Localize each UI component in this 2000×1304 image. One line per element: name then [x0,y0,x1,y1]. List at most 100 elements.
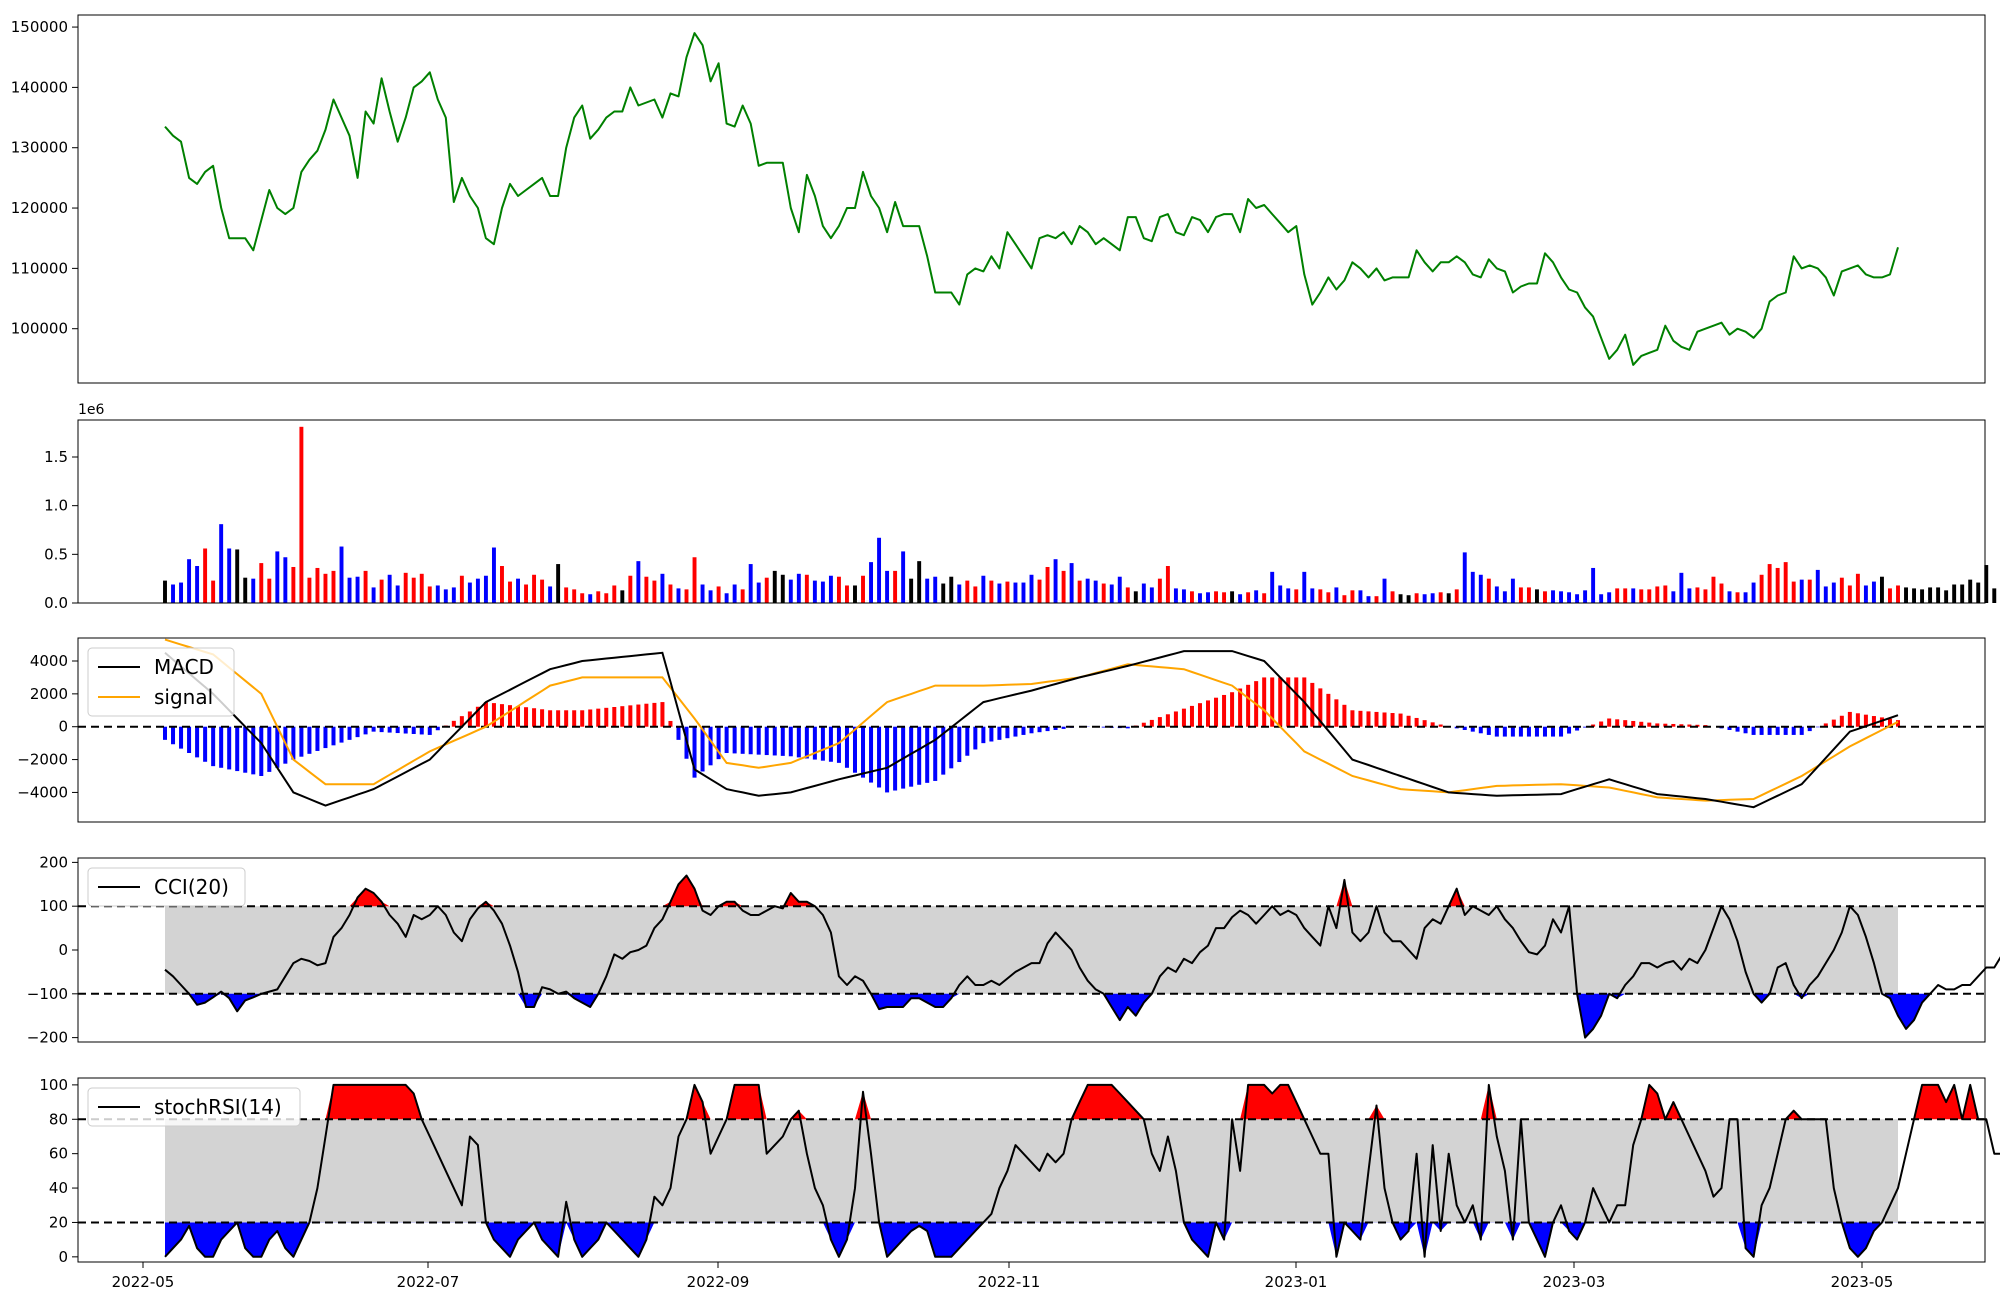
macd-histogram-bar [1366,711,1370,726]
volume-bar [949,577,953,603]
macd-histogram-bar [1816,727,1820,728]
macd-histogram-bar [1760,727,1764,735]
macd-histogram-bar [853,727,857,773]
volume-bar [259,563,263,603]
macd-histogram-bar [1439,725,1443,727]
macd-histogram-bar [259,727,263,776]
volume-bar [1447,593,1451,603]
macd-histogram-bar [1021,727,1025,735]
volume-bar [1005,582,1009,603]
macd-histogram-bar [805,727,809,759]
volume-bar [1904,587,1908,603]
macd-histogram-bar [508,705,512,727]
macd-histogram-bar [1246,685,1250,727]
macd-histogram-bar [765,727,769,755]
macd-histogram-bar [845,727,849,768]
volume-bar [1615,588,1619,603]
volume-bar [1439,592,1443,603]
volume-bar [163,581,167,603]
macd-histogram-bar [1005,727,1009,739]
volume-bar [1728,591,1732,603]
volume-bar [1214,591,1218,603]
macd-histogram-bar [869,727,873,783]
y-tick-label: 120000 [11,199,68,217]
y-tick-label: 150000 [11,18,68,36]
macd-histogram-bar [1278,677,1282,726]
macd-histogram-bar [1872,716,1876,727]
volume-bar [275,551,279,603]
volume-bar [1936,587,1940,603]
x-tick-label: 2022-09 [687,1273,750,1291]
macd-histogram-bar [636,705,640,727]
macd-histogram-bar [1535,727,1539,737]
macd-histogram-bar [179,727,183,749]
macd-histogram-bar [620,706,624,727]
volume-bar [644,577,648,603]
volume-bar [1848,585,1852,603]
volume-bar [1872,582,1876,603]
volume-bar [1712,577,1716,603]
volume-bar [412,578,416,603]
volume-bar [1744,592,1748,603]
macd-histogram-bar [749,727,753,755]
macd-histogram-bar [909,727,913,787]
volume-bar [348,578,352,603]
volume-bar [909,579,913,603]
macd-histogram-bar [829,727,833,762]
macd-histogram-bar [348,727,352,740]
macd-histogram-bar [837,727,841,763]
volume-bar [1511,579,1515,603]
volume-bar [1720,584,1724,603]
macd-histogram-bar [1768,727,1772,735]
macd-histogram-bar [1350,710,1354,726]
y-tick-label: 0 [58,718,68,736]
volume-bar [1695,587,1699,603]
macd-histogram-bar [1407,716,1411,727]
volume-bar [1519,587,1523,603]
macd-histogram-bar [925,727,929,783]
volume-bar [1808,580,1812,603]
y-tick-label: 80 [49,1110,68,1128]
volume-bar [1166,566,1170,603]
volume-bar [420,574,424,603]
volume-bar [556,564,560,603]
macd-histogram-bar [797,727,801,758]
y-tick-label: −100 [27,985,68,1003]
volume-bar [1792,582,1796,603]
volume-bar [973,586,977,603]
volume-bar [797,574,801,603]
volume-bar [1294,589,1298,603]
volume-bar [1840,578,1844,603]
volume-bar [588,594,592,603]
volume-bar [532,575,536,603]
macd-histogram-bar [163,727,167,740]
volume-bar [1030,575,1034,603]
volume-bar [1399,594,1403,603]
volume-bar [1455,589,1459,603]
volume-bar [444,589,448,603]
volume-bar [685,589,689,603]
volume-bar [877,538,881,603]
macd-histogram-bar [420,727,424,735]
macd-histogram-bar [243,727,247,773]
macd-histogram-bar [612,707,616,727]
volume-bar [1703,589,1707,603]
volume-bar [1142,584,1146,603]
volume-bar [508,582,512,603]
volume-bar [492,548,496,603]
volume-bar [917,561,921,603]
volume-bar [604,593,608,603]
macd-histogram-bar [1511,727,1515,737]
volume-bar [1383,579,1387,603]
macd-histogram-bar [949,727,953,769]
y-tick-label: 100 [39,1076,68,1094]
volume-bar [869,562,873,603]
volume-bar [1086,579,1090,603]
macd-histogram-bar [1374,712,1378,727]
volume-bar [1046,567,1050,603]
volume-bar [781,575,785,603]
volume-bar [1375,596,1379,603]
volume-bar [1535,589,1539,603]
volume-bar [596,591,600,603]
